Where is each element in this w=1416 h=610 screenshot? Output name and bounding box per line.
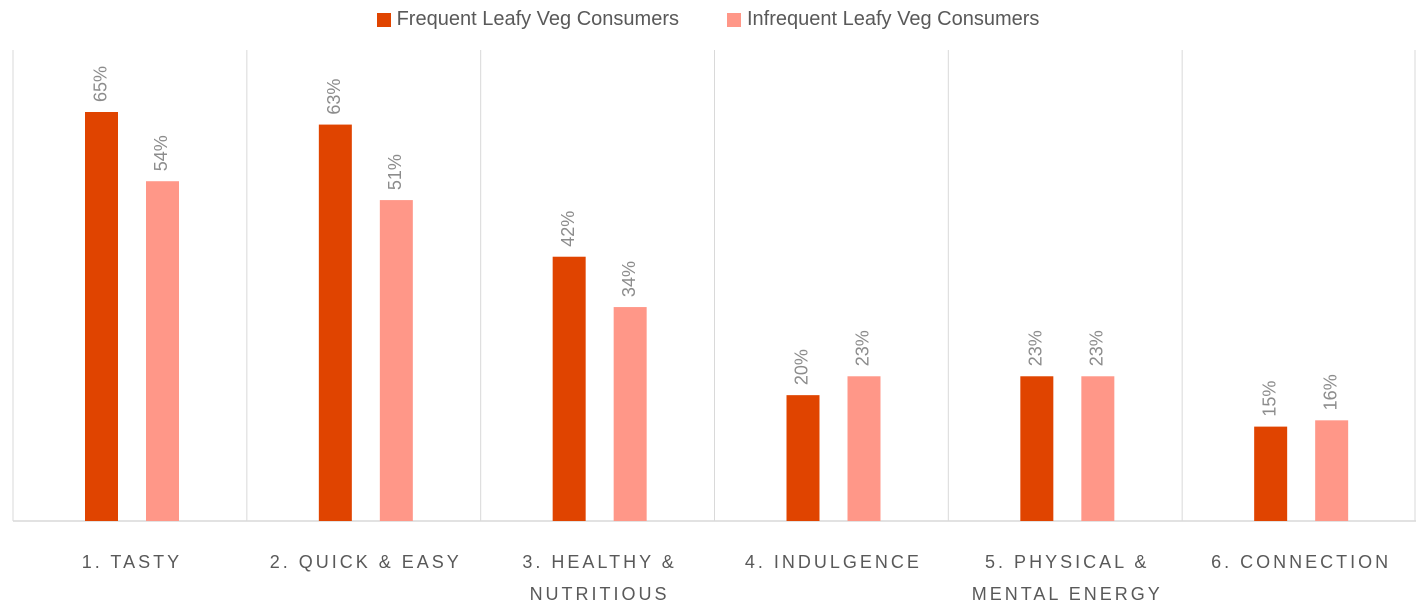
legend-swatch (376, 12, 391, 27)
bar (847, 376, 881, 521)
x-tick-label: 2. QUICK & EASY (269, 552, 462, 572)
x-tick-label: 5. PHYSICAL & MENTAL ENERGY (971, 552, 1163, 604)
bar (379, 200, 413, 522)
data-label: 54% (151, 135, 171, 171)
data-label: 51% (385, 154, 405, 190)
x-tick-label: 3. HEALTHY & NUTRITIOUS (522, 552, 677, 604)
bar (552, 256, 586, 521)
data-label: 23% (853, 330, 873, 366)
data-label: 20% (792, 349, 812, 385)
x-tick-label: 1. TASTY (81, 552, 183, 572)
x-tick-label: 6. CONNECTION (1211, 552, 1392, 572)
x-tick-label: 4. INDULGENCE (744, 552, 922, 572)
data-label: 16% (1320, 374, 1340, 410)
legend-swatch (726, 12, 741, 27)
bar (1315, 420, 1349, 521)
data-label: 63% (324, 79, 344, 115)
bar (318, 124, 352, 521)
legend: Frequent Leafy Veg Consumers Infrequent L… (0, 8, 1416, 31)
bar (786, 395, 820, 521)
bar (85, 112, 118, 521)
bar (1020, 376, 1054, 521)
legend-item: Frequent Leafy Veg Consumers (376, 8, 679, 31)
data-label: 15% (1259, 381, 1279, 417)
data-label: 23% (1087, 330, 1107, 366)
legend-label: Infrequent Leafy Veg Consumers (746, 8, 1040, 30)
data-label: 23% (1026, 330, 1046, 366)
legend-item: Infrequent Leafy Veg Consumers (726, 8, 1040, 31)
bar (146, 181, 179, 521)
data-label: 65% (90, 66, 110, 102)
legend-label: Frequent Leafy Veg Consumers (396, 8, 679, 30)
bar (613, 307, 647, 521)
data-label: 34% (619, 261, 639, 297)
data-label: 42% (558, 211, 578, 247)
bar (1254, 426, 1288, 521)
bar (1081, 376, 1115, 521)
